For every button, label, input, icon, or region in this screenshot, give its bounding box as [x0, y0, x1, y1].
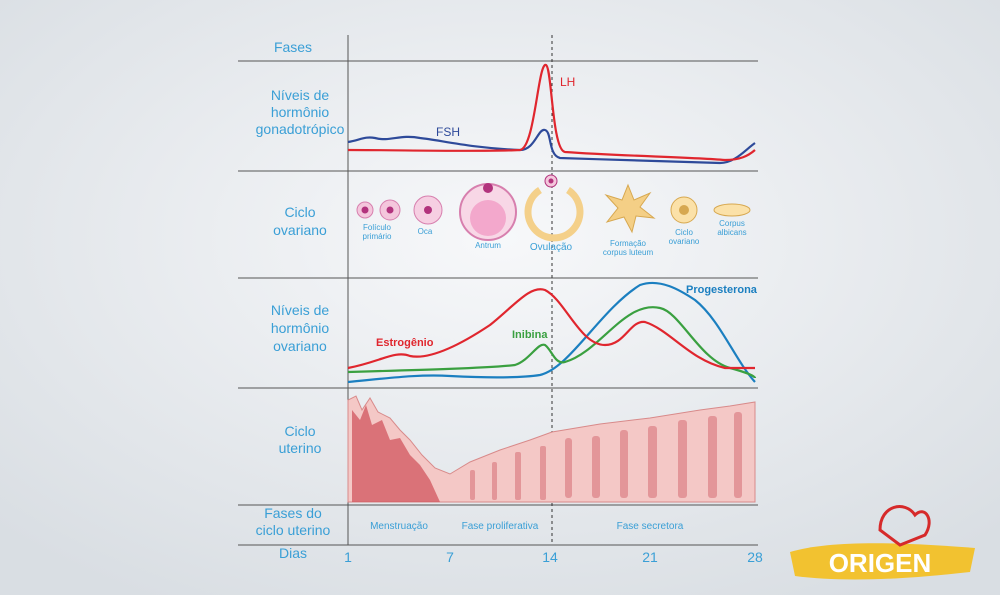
stage-label: Ovulação	[530, 242, 573, 253]
logo-text: ORIGEN	[829, 548, 932, 578]
inhibin-label: Inibina	[512, 329, 548, 341]
estrogen-label: Estrogênio	[376, 337, 434, 349]
antrum	[470, 200, 506, 236]
day-labels: 1 7 14 21 28	[344, 549, 763, 565]
stage-label: Formação	[610, 239, 647, 248]
day-label: 14	[542, 549, 558, 565]
stage-label: ovariano	[669, 237, 700, 246]
stage-label: albicans	[717, 228, 746, 237]
row-label: Dias	[279, 545, 307, 561]
lh-curve	[347, 63, 756, 162]
row-label: Níveis de	[271, 302, 330, 318]
stage-label: Ciclo	[675, 228, 693, 237]
follicle	[386, 206, 394, 214]
phase-label: Menstruação	[370, 521, 428, 532]
progesterone-label: Progesterona	[686, 284, 758, 296]
row-label: ciclo uterino	[256, 522, 331, 538]
phase-label: Fase proliferativa	[462, 521, 539, 532]
uterine-phase-labels: Menstruação Fase proliferativa Fase secret…	[370, 521, 684, 532]
row-label: Fases	[274, 39, 312, 55]
row-label: Ciclo	[284, 204, 315, 220]
corpus-luteum	[679, 205, 689, 215]
stage-label: Corpus	[719, 219, 745, 228]
row-label: Ciclo	[284, 423, 315, 439]
stage-label: Antrum	[475, 241, 501, 250]
row-label: hormônio	[271, 104, 330, 120]
follicle	[424, 206, 432, 214]
logo: ORIGEN	[790, 505, 975, 580]
grid	[238, 35, 758, 546]
logo-icon	[878, 505, 931, 547]
inhibin-curve	[347, 306, 757, 379]
logo-brush	[790, 543, 975, 580]
lh-label: LH	[560, 75, 575, 89]
oocyte	[483, 183, 493, 193]
follicle	[361, 206, 369, 214]
day-label: 7	[446, 549, 454, 565]
ruptured-follicle	[524, 187, 584, 242]
corpus-albicans	[713, 203, 751, 217]
menstrual-tissue	[352, 405, 440, 502]
uterine-lining	[347, 395, 756, 503]
day-label: 1	[344, 549, 352, 565]
progesterone-curve	[347, 281, 756, 384]
row-label: hormônio	[271, 320, 330, 336]
row-label: gonadotrópico	[256, 121, 345, 137]
stage-label: primário	[363, 232, 392, 241]
oocyte	[548, 178, 554, 184]
fsh-label: FSH	[436, 125, 460, 139]
day-label: 21	[642, 549, 658, 565]
glands	[470, 412, 742, 500]
row-label: Fases do	[264, 505, 322, 521]
row-label: Níveis de	[271, 87, 330, 103]
stage-label: Oca	[418, 227, 433, 236]
row-label: uterino	[279, 440, 322, 456]
ovarian-illustrations	[356, 174, 751, 242]
stage-label: corpus luteum	[603, 248, 654, 257]
row-label: ovariano	[273, 338, 327, 354]
fsh-curve	[347, 128, 756, 165]
day-label: 28	[747, 549, 763, 565]
row-label: ovariano	[273, 222, 327, 238]
phase-label: Fase secretora	[617, 521, 684, 532]
corpus-luteum	[604, 183, 656, 234]
stage-label: Folículo	[363, 223, 392, 232]
estrogen-curve	[347, 288, 755, 370]
